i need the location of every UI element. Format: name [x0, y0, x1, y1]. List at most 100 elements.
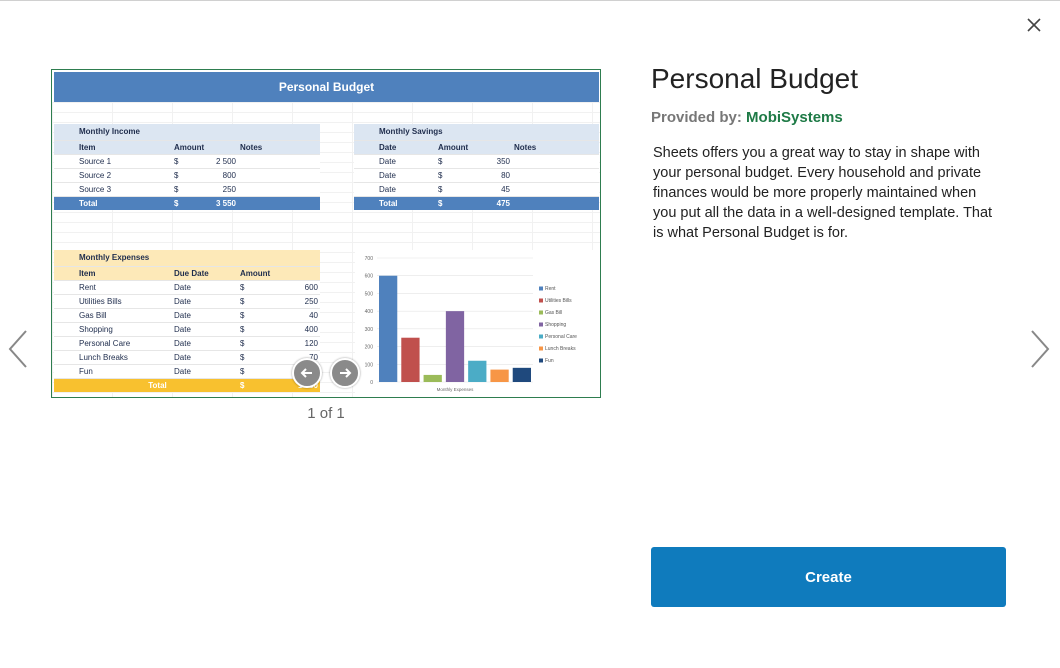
preview-prev-button[interactable] — [292, 358, 322, 388]
template-title: Personal Budget — [651, 63, 859, 94]
bar — [401, 337, 420, 382]
cell: $ — [436, 182, 469, 197]
cell: Source 2 — [54, 168, 172, 183]
cell: 600 — [258, 280, 320, 295]
y-tick-label: 300 — [365, 327, 374, 333]
cell: Total — [354, 196, 436, 210]
table-row: Date $ 350 — [354, 154, 599, 169]
cell: 80 — [468, 168, 512, 183]
table-row: Rent Date $ 600 — [54, 280, 320, 295]
cell: $ — [172, 154, 194, 169]
cell: Date — [172, 336, 238, 351]
cell: $ — [172, 168, 194, 183]
cell — [512, 154, 599, 169]
provider-label: Provided by: — [651, 109, 742, 126]
cell: Source 1 — [54, 154, 172, 169]
cell: $ — [172, 182, 194, 197]
table-total-row: Total $ 1 560 — [54, 378, 320, 392]
preview-next-button[interactable] — [330, 358, 360, 388]
cell: 800 — [194, 168, 238, 183]
cell: $ — [172, 196, 194, 210]
table-row: Shopping Date $ 400 — [54, 322, 320, 337]
expenses-section-title: Monthly Expenses — [54, 250, 320, 267]
bar — [468, 360, 487, 382]
cell — [238, 182, 320, 197]
expenses-header-item: Item — [54, 266, 172, 281]
table-row: Source 3 $ 250 — [54, 182, 320, 197]
legend-swatch — [539, 358, 543, 363]
next-template-button[interactable] — [1026, 327, 1054, 371]
expenses-header-due: Due Date — [172, 266, 238, 281]
savings-header-date: Date — [354, 140, 436, 155]
cell: Date — [172, 322, 238, 337]
income-section-title: Monthly Income — [54, 124, 320, 141]
bar — [379, 275, 398, 382]
cell: Date — [354, 182, 436, 197]
cell — [238, 168, 320, 183]
legend-swatch — [539, 298, 543, 303]
legend-label: Lunch Breaks — [545, 346, 576, 352]
table-row: Source 1 $ 2 500 — [54, 154, 320, 169]
cell — [512, 196, 599, 210]
legend-swatch — [539, 334, 543, 339]
cell — [238, 154, 320, 169]
cell: 40 — [258, 308, 320, 323]
cell — [512, 182, 599, 197]
cell: 3 550 — [194, 196, 238, 210]
table-row: Date $ 45 — [354, 182, 599, 197]
legend-label: Utilities Bills — [545, 298, 572, 304]
close-button[interactable] — [1022, 13, 1046, 37]
y-tick-label: 200 — [365, 345, 374, 351]
y-tick-label: 500 — [365, 291, 374, 297]
income-header-amount: Amount — [172, 140, 238, 155]
preview-banner: Personal Budget — [54, 72, 599, 102]
legend-swatch — [539, 310, 543, 315]
provider-name: MobiSystems — [746, 109, 843, 126]
cell: 250 — [258, 294, 320, 309]
cell: $ — [238, 280, 258, 295]
cell: Date — [172, 308, 238, 323]
cell: Total — [54, 196, 172, 210]
cell: Source 3 — [54, 182, 172, 197]
arrow-left-icon — [300, 368, 312, 378]
bar — [512, 367, 531, 382]
previous-template-button[interactable] — [4, 327, 32, 371]
legend-label: Rent — [545, 286, 556, 292]
table-row: Fun Date $ — [54, 364, 320, 379]
expenses-chart: 0 100 200 300 400 500 600 700 Monthly Expenses Re… — [355, 250, 600, 397]
cell: $ — [238, 350, 258, 365]
cell: Rent — [54, 280, 172, 295]
savings-section-title: Monthly Savings — [354, 124, 599, 141]
cell: Total — [54, 378, 238, 392]
cell: $ — [238, 322, 258, 337]
cell: $ — [238, 308, 258, 323]
bar — [490, 369, 509, 382]
income-header-notes: Notes — [238, 140, 320, 155]
bar — [445, 311, 465, 382]
y-tick-label: 600 — [365, 274, 374, 280]
savings-header-notes: Notes — [512, 140, 599, 155]
cell: Date — [172, 364, 238, 379]
y-tick-label: 400 — [365, 309, 374, 315]
create-button[interactable]: Create — [651, 547, 1006, 607]
cell — [238, 196, 320, 210]
cell: $ — [238, 294, 258, 309]
table-row: Personal Care Date $ 120 — [54, 336, 320, 351]
y-tick-label: 100 — [365, 362, 374, 368]
legend-swatch — [539, 346, 543, 351]
arrow-right-icon — [340, 368, 352, 378]
table-row: Source 2 $ 800 — [54, 168, 320, 183]
cell: Lunch Breaks — [54, 350, 172, 365]
legend-label: Personal Care — [545, 334, 577, 340]
x-axis-label: Monthly Expenses — [437, 387, 475, 392]
cell: 475 — [468, 196, 512, 210]
table-row: Date $ 80 — [354, 168, 599, 183]
cell: 350 — [468, 154, 512, 169]
bar — [423, 374, 442, 382]
table-row: Utilities Bills Date $ 250 — [54, 294, 320, 309]
cell: Utilities Bills — [54, 294, 172, 309]
cell: Date — [354, 168, 436, 183]
preview-pager: 1 of 1 — [307, 405, 345, 422]
cell: Date — [172, 280, 238, 295]
